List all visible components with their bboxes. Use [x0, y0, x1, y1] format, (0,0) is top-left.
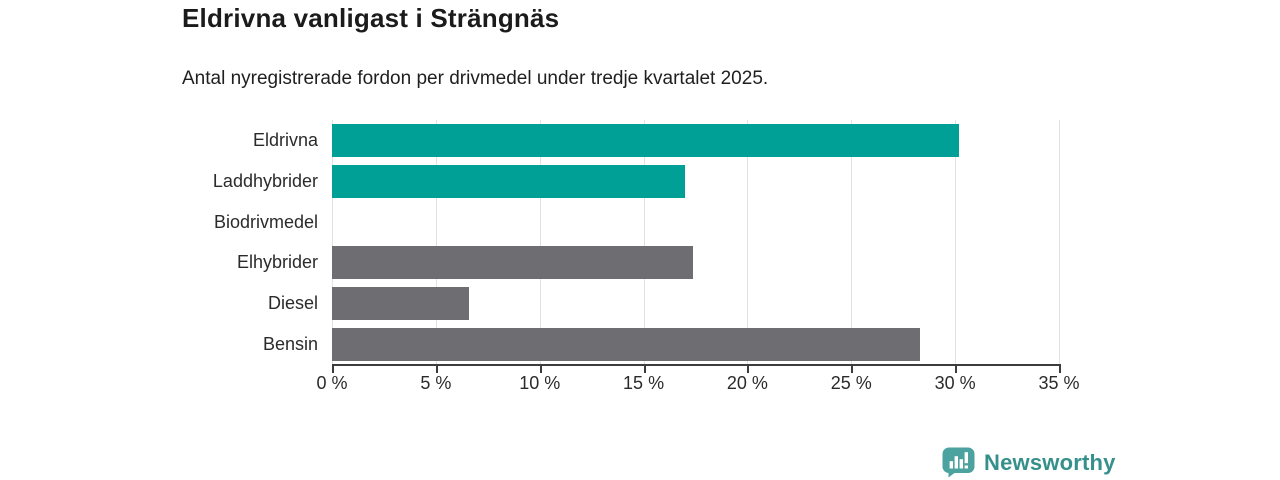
x-axis-tick: [851, 364, 854, 373]
x-axis-tick-labels: 0 % 5 % 10 % 15 % 20 % 25 % 30 % 35 %: [316, 373, 1079, 397]
x-axis-tick: [643, 364, 646, 373]
x-axis-tick-label: 20 %: [726, 373, 768, 393]
x-axis-tick: [747, 364, 750, 373]
bar-track: [332, 164, 1059, 198]
gridline: [643, 120, 645, 365]
bar-eldrivna: [332, 123, 960, 157]
x-axis-tick: [1059, 364, 1061, 373]
bar-diesel: [332, 287, 470, 321]
x-axis-tick-label: 15 %: [623, 373, 665, 393]
x-axis-tick: [539, 364, 542, 373]
bar-track: [332, 287, 1059, 321]
newsworthy-bar-chart-bubble-icon: [942, 447, 975, 478]
bar-rows: Eldrivna Laddhybrider Biodrivmedel Elhybrid…: [0, 120, 1059, 365]
gridline: [539, 120, 541, 365]
newsworthy-logo-text: Newsworthy: [984, 449, 1116, 475]
chart-title: Eldrivna vanligast i Strängnäs: [182, 3, 560, 33]
x-axis-tick: [955, 364, 958, 373]
x-axis-line: [332, 364, 1061, 366]
bar-row: Diesel: [0, 283, 1059, 324]
plot-area: [332, 120, 1060, 365]
x-axis-tick-label: 35 %: [1038, 373, 1080, 393]
category-label: Bensin: [262, 334, 318, 355]
gridline: [435, 120, 437, 365]
bar-row: Bensin: [0, 324, 1059, 365]
gridline: [851, 120, 853, 365]
category-label: Eldrivna: [252, 129, 318, 150]
bar-track: [332, 328, 1059, 362]
bar-elhybrider: [332, 246, 694, 280]
gridline: [747, 120, 749, 365]
category-label: Elhybrider: [236, 252, 318, 273]
x-axis-tick: [332, 364, 334, 373]
bar-bensin: [332, 328, 920, 362]
bar-row: Eldrivna: [0, 120, 1059, 161]
x-axis-tick-label: 30 %: [934, 373, 976, 393]
bar-row: Elhybrider: [0, 242, 1059, 283]
x-axis-tick-label: 0 %: [316, 373, 348, 393]
bar-track: [332, 206, 1059, 239]
bar-track: [332, 123, 1059, 157]
bar-laddhybrider: [332, 164, 686, 198]
gridline: [1059, 120, 1060, 365]
bar-track: [332, 246, 1059, 280]
x-axis-tick-label: 10 %: [519, 373, 561, 393]
x-axis-tick-label: 25 %: [830, 373, 872, 393]
category-label: Biodrivmedel: [213, 211, 318, 232]
x-axis-tick: [435, 364, 438, 373]
chart-subtitle: Antal nyregistrerade fordon per drivmede…: [182, 68, 769, 89]
newsworthy-logo: Newsworthy: [942, 447, 1116, 478]
category-label: Diesel: [267, 293, 318, 314]
category-label: Laddhybrider: [212, 170, 318, 191]
gridline: [955, 120, 957, 365]
x-axis-tick-label: 5 %: [420, 373, 452, 393]
bar-row: Laddhybrider: [0, 161, 1059, 202]
bar-row: Biodrivmedel: [0, 202, 1059, 243]
gridline: [332, 120, 333, 365]
